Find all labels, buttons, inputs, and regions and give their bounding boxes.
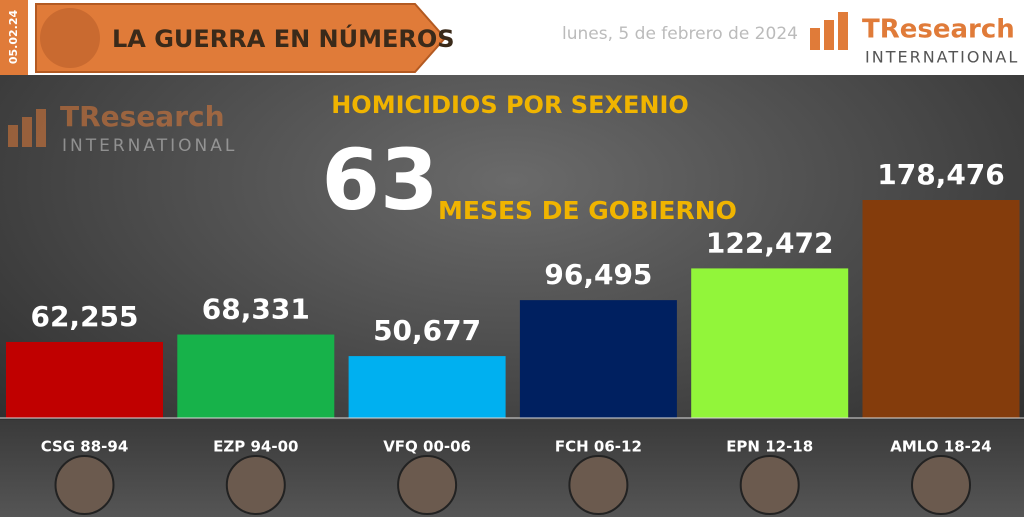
category-label: EPN 12-18 bbox=[726, 438, 813, 456]
watermark: TResearch INTERNATIONAL bbox=[8, 100, 237, 156]
category-label: CSG 88-94 bbox=[41, 438, 129, 456]
logo-bar bbox=[8, 125, 18, 147]
portrait bbox=[397, 455, 458, 515]
chart-title: HOMICIDIOS POR SEXENIO bbox=[331, 91, 689, 119]
category-label: AMLO 18-24 bbox=[890, 438, 992, 456]
footer-band bbox=[0, 420, 1024, 517]
value-label: 122,472 bbox=[706, 226, 834, 259]
banner bbox=[35, 3, 447, 73]
bar bbox=[519, 300, 677, 418]
header-date: lunes, 5 de febrero de 2024 bbox=[562, 24, 798, 44]
logo-bar bbox=[22, 117, 32, 147]
value-label: 62,255 bbox=[30, 300, 138, 333]
date-tag: 05.02.24 bbox=[7, 10, 20, 65]
portrait bbox=[911, 455, 971, 515]
logo-bar bbox=[824, 20, 834, 50]
category-label: VFQ 00-06 bbox=[383, 438, 471, 456]
logo-sub: INTERNATIONAL bbox=[62, 136, 237, 156]
portrait bbox=[739, 455, 800, 515]
headline-number: 63 bbox=[322, 131, 439, 229]
value-label: 96,495 bbox=[544, 258, 652, 291]
date-strip bbox=[0, 0, 28, 75]
logo-bar bbox=[810, 28, 820, 50]
logo-bar bbox=[838, 12, 848, 50]
portrait bbox=[225, 455, 286, 515]
value-label: 50,677 bbox=[373, 314, 481, 347]
logo-bar bbox=[36, 109, 46, 147]
bar bbox=[177, 334, 335, 418]
value-label: 178,476 bbox=[877, 158, 1005, 191]
portrait bbox=[568, 455, 629, 515]
logo-sub: INTERNATIONAL bbox=[865, 48, 1019, 67]
category-label: FCH 06-12 bbox=[555, 438, 642, 456]
logo: TResearch INTERNATIONAL bbox=[810, 12, 1019, 67]
logo-name: TResearch bbox=[862, 15, 1015, 45]
logo-name: TResearch bbox=[60, 100, 225, 133]
value-label: 68,331 bbox=[202, 293, 310, 326]
bar bbox=[348, 356, 506, 418]
bar bbox=[6, 341, 163, 418]
headline-text: MESES DE GOBIERNO bbox=[438, 196, 737, 225]
bar bbox=[862, 200, 1020, 418]
category-label: EZP 94-00 bbox=[213, 438, 298, 456]
banner-title: LA GUERRA EN NÚMEROS bbox=[112, 23, 455, 53]
portrait bbox=[54, 455, 115, 515]
bar bbox=[691, 268, 849, 418]
banner-icon bbox=[40, 8, 100, 68]
